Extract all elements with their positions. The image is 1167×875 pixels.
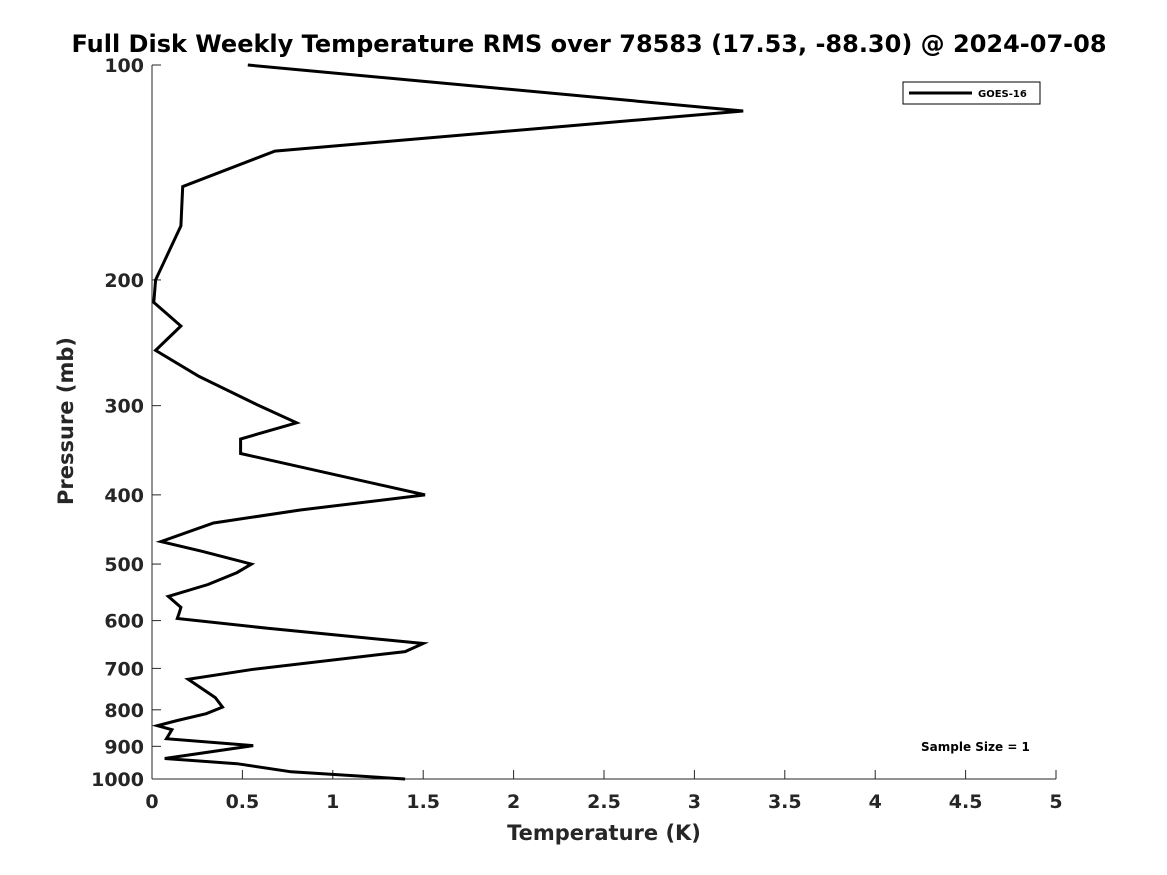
x-tick-label: 1.5 — [406, 791, 440, 813]
legend-label-goes-16: GOES-16 — [978, 89, 1027, 100]
chart-title: Full Disk Weekly Temperature RMS over 78… — [71, 30, 1106, 58]
x-tick-label: 2.5 — [587, 791, 621, 813]
series-line-goes-16 — [151, 63, 744, 781]
y-tick-label: 500 — [104, 554, 144, 576]
x-tick-label: 3 — [688, 791, 701, 813]
x-tick-label: 2 — [507, 791, 520, 813]
y-tick-label: 300 — [104, 396, 144, 418]
x-tick-label: 4.5 — [949, 791, 983, 813]
x-tick-label: 4 — [869, 791, 882, 813]
y-tick-label: 100 — [104, 55, 144, 77]
y-tick-label: 700 — [104, 658, 144, 680]
y-axis-label: Pressure (mb) — [54, 337, 78, 505]
legend: GOES-16 — [902, 81, 1041, 105]
x-tick-label: 3.5 — [768, 791, 802, 813]
x-tick-label: 1 — [326, 791, 339, 813]
x-tick-label: 0.5 — [226, 791, 260, 813]
y-tick-label: 200 — [104, 270, 144, 292]
x-tick-label: 0 — [145, 791, 158, 813]
y-tick-label: 800 — [104, 700, 144, 722]
y-tick-label: 1000 — [91, 769, 144, 791]
sample-size-annotation: Sample Size = 1 — [921, 740, 1030, 754]
axes: 0 0.5 1 1.5 2 2.5 3 3.5 4 4.5 5 100 200 300 400 500 600 7… — [91, 55, 1063, 813]
y-tick-label: 400 — [104, 485, 144, 507]
x-tick-label: 5 — [1049, 791, 1062, 813]
series-layer — [151, 63, 744, 781]
y-tick-label: 900 — [104, 736, 144, 758]
y-tick-label: 600 — [104, 611, 144, 633]
x-axis-label: Temperature (K) — [507, 821, 701, 845]
